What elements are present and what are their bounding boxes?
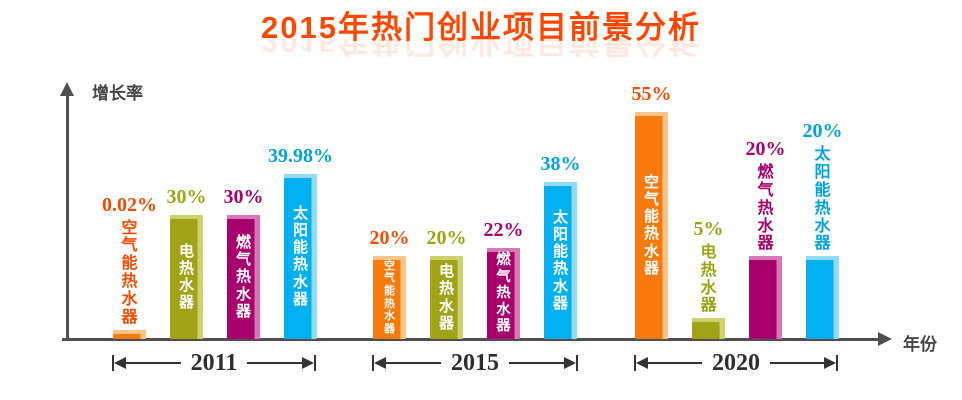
range-tick-right <box>314 355 316 371</box>
bar-series-name: 空气能热水器 <box>121 219 138 327</box>
bar-2020-series2: 20% 燃气热水器 <box>746 139 786 339</box>
bar-value-label: 20% <box>802 119 843 142</box>
y-axis-label: 增长率 <box>92 84 143 103</box>
bar-2020-series1: 5% 电热水器 <box>692 219 725 339</box>
range-arrow-left-icon <box>374 357 386 369</box>
range-tick-right <box>836 355 838 371</box>
bar-2015-series2: 燃气热水器 22% <box>484 220 524 339</box>
bar-series-name: 电热水器 <box>700 243 717 315</box>
bar-series-name: 空气能热水器 <box>643 173 659 277</box>
bar-2011-series2: 燃气热水器 30% <box>224 187 264 339</box>
range-line-right <box>770 362 824 364</box>
bar-label-stack: 20% <box>427 228 467 256</box>
bar-label-stack: 20% 燃气热水器 <box>746 139 786 257</box>
title-block: 2015年热门创业项目前景分析 2015年热门创业项目前景分析 <box>0 12 962 57</box>
bar-value-label: 30% <box>223 186 264 208</box>
year-label: 2015 <box>451 350 499 376</box>
bar-2020-series0: 空气能热水器 55% <box>632 84 672 339</box>
bar-series-name: 太阳能热水器 <box>814 145 831 253</box>
range-line-right <box>247 362 302 364</box>
bar-value-label: 30% <box>166 186 207 208</box>
x-axis-label: 年份 <box>903 335 937 354</box>
x-axis-arrow-icon <box>878 332 892 346</box>
bar-value-label: 20% <box>745 137 786 160</box>
bar-series-name: 空气能热水器 <box>384 259 395 335</box>
range-arrow-right-icon <box>302 357 314 369</box>
bar-series-name: 太阳能热水器 <box>292 204 308 308</box>
bar-2015-series1: 电热水器 20% <box>427 228 467 339</box>
bar-value-label: 55% <box>631 82 672 105</box>
page-title: 2015年热门创业项目前景分析 <box>261 10 701 45</box>
bar-series-name: 燃气热水器 <box>235 233 251 320</box>
bar-label-stack: 39.98% <box>268 146 333 174</box>
range-tick-right <box>576 355 578 371</box>
bar-2011-series0: 0.02% 空气能热水器 <box>102 195 157 339</box>
range-arrow-right-icon <box>564 357 576 369</box>
bar-value-label: 38% <box>540 152 581 175</box>
year-range-2015: 2015 <box>372 350 578 376</box>
bar-label-stack: 20% 太阳能热水器 <box>803 121 843 256</box>
bar-series-name: 电热水器 <box>178 242 194 312</box>
range-line-left <box>126 362 181 364</box>
bar-series-name: 太阳能热水器 <box>552 208 568 312</box>
range-arrow-right-icon <box>824 357 836 369</box>
bar-2015-series0: 空气能热水器 20% <box>370 228 410 339</box>
range-line-right <box>509 362 564 364</box>
year-range-2020: 2020 <box>634 350 838 376</box>
bar-series-name: 电热水器 <box>438 263 454 332</box>
bar-2015-series3: 太阳能热水器 38% <box>541 154 581 339</box>
year-range-2011: 2011 <box>112 350 316 376</box>
bar-label-stack: 38% <box>541 154 581 182</box>
bar-series-name: 燃气热水器 <box>757 163 774 253</box>
bar-label-stack: 20% <box>370 228 410 256</box>
y-axis-line <box>66 96 69 341</box>
range-tick-left <box>372 355 374 371</box>
bar-label-stack: 55% <box>632 84 672 112</box>
bar-2011-series3: 太阳能热水器 39.98% <box>268 146 333 339</box>
x-axis-line <box>62 338 880 341</box>
year-label: 2020 <box>712 350 760 376</box>
range-line-left <box>648 362 702 364</box>
bar-value-label: 0.02% <box>102 193 157 216</box>
range-arrow-left-icon <box>114 357 126 369</box>
bar-label-stack: 30% <box>224 187 264 215</box>
year-label: 2011 <box>190 350 238 376</box>
bar-2020-series3: 20% 太阳能热水器 <box>803 121 843 339</box>
bar-2011-series1: 电热水器 30% <box>167 187 207 339</box>
bar-label-stack: 5% 电热水器 <box>694 219 724 319</box>
bar-value-label: 5% <box>693 217 724 240</box>
range-tick-left <box>634 355 636 371</box>
bar-label-stack: 22% <box>484 220 524 248</box>
range-tick-left <box>112 355 114 371</box>
bar-value-label: 39.98% <box>268 144 333 167</box>
bar-value-label: 20% <box>426 227 467 250</box>
bar-value-label: 22% <box>483 219 524 242</box>
y-axis-arrow-icon <box>60 82 74 96</box>
bar-label-stack: 30% <box>167 187 207 215</box>
bar-label-stack: 0.02% 空气能热水器 <box>102 195 157 330</box>
range-arrow-left-icon <box>636 357 648 369</box>
bar-value-label: 20% <box>369 227 410 250</box>
bar-series-name: 燃气热水器 <box>496 252 511 335</box>
range-line-left <box>386 362 441 364</box>
